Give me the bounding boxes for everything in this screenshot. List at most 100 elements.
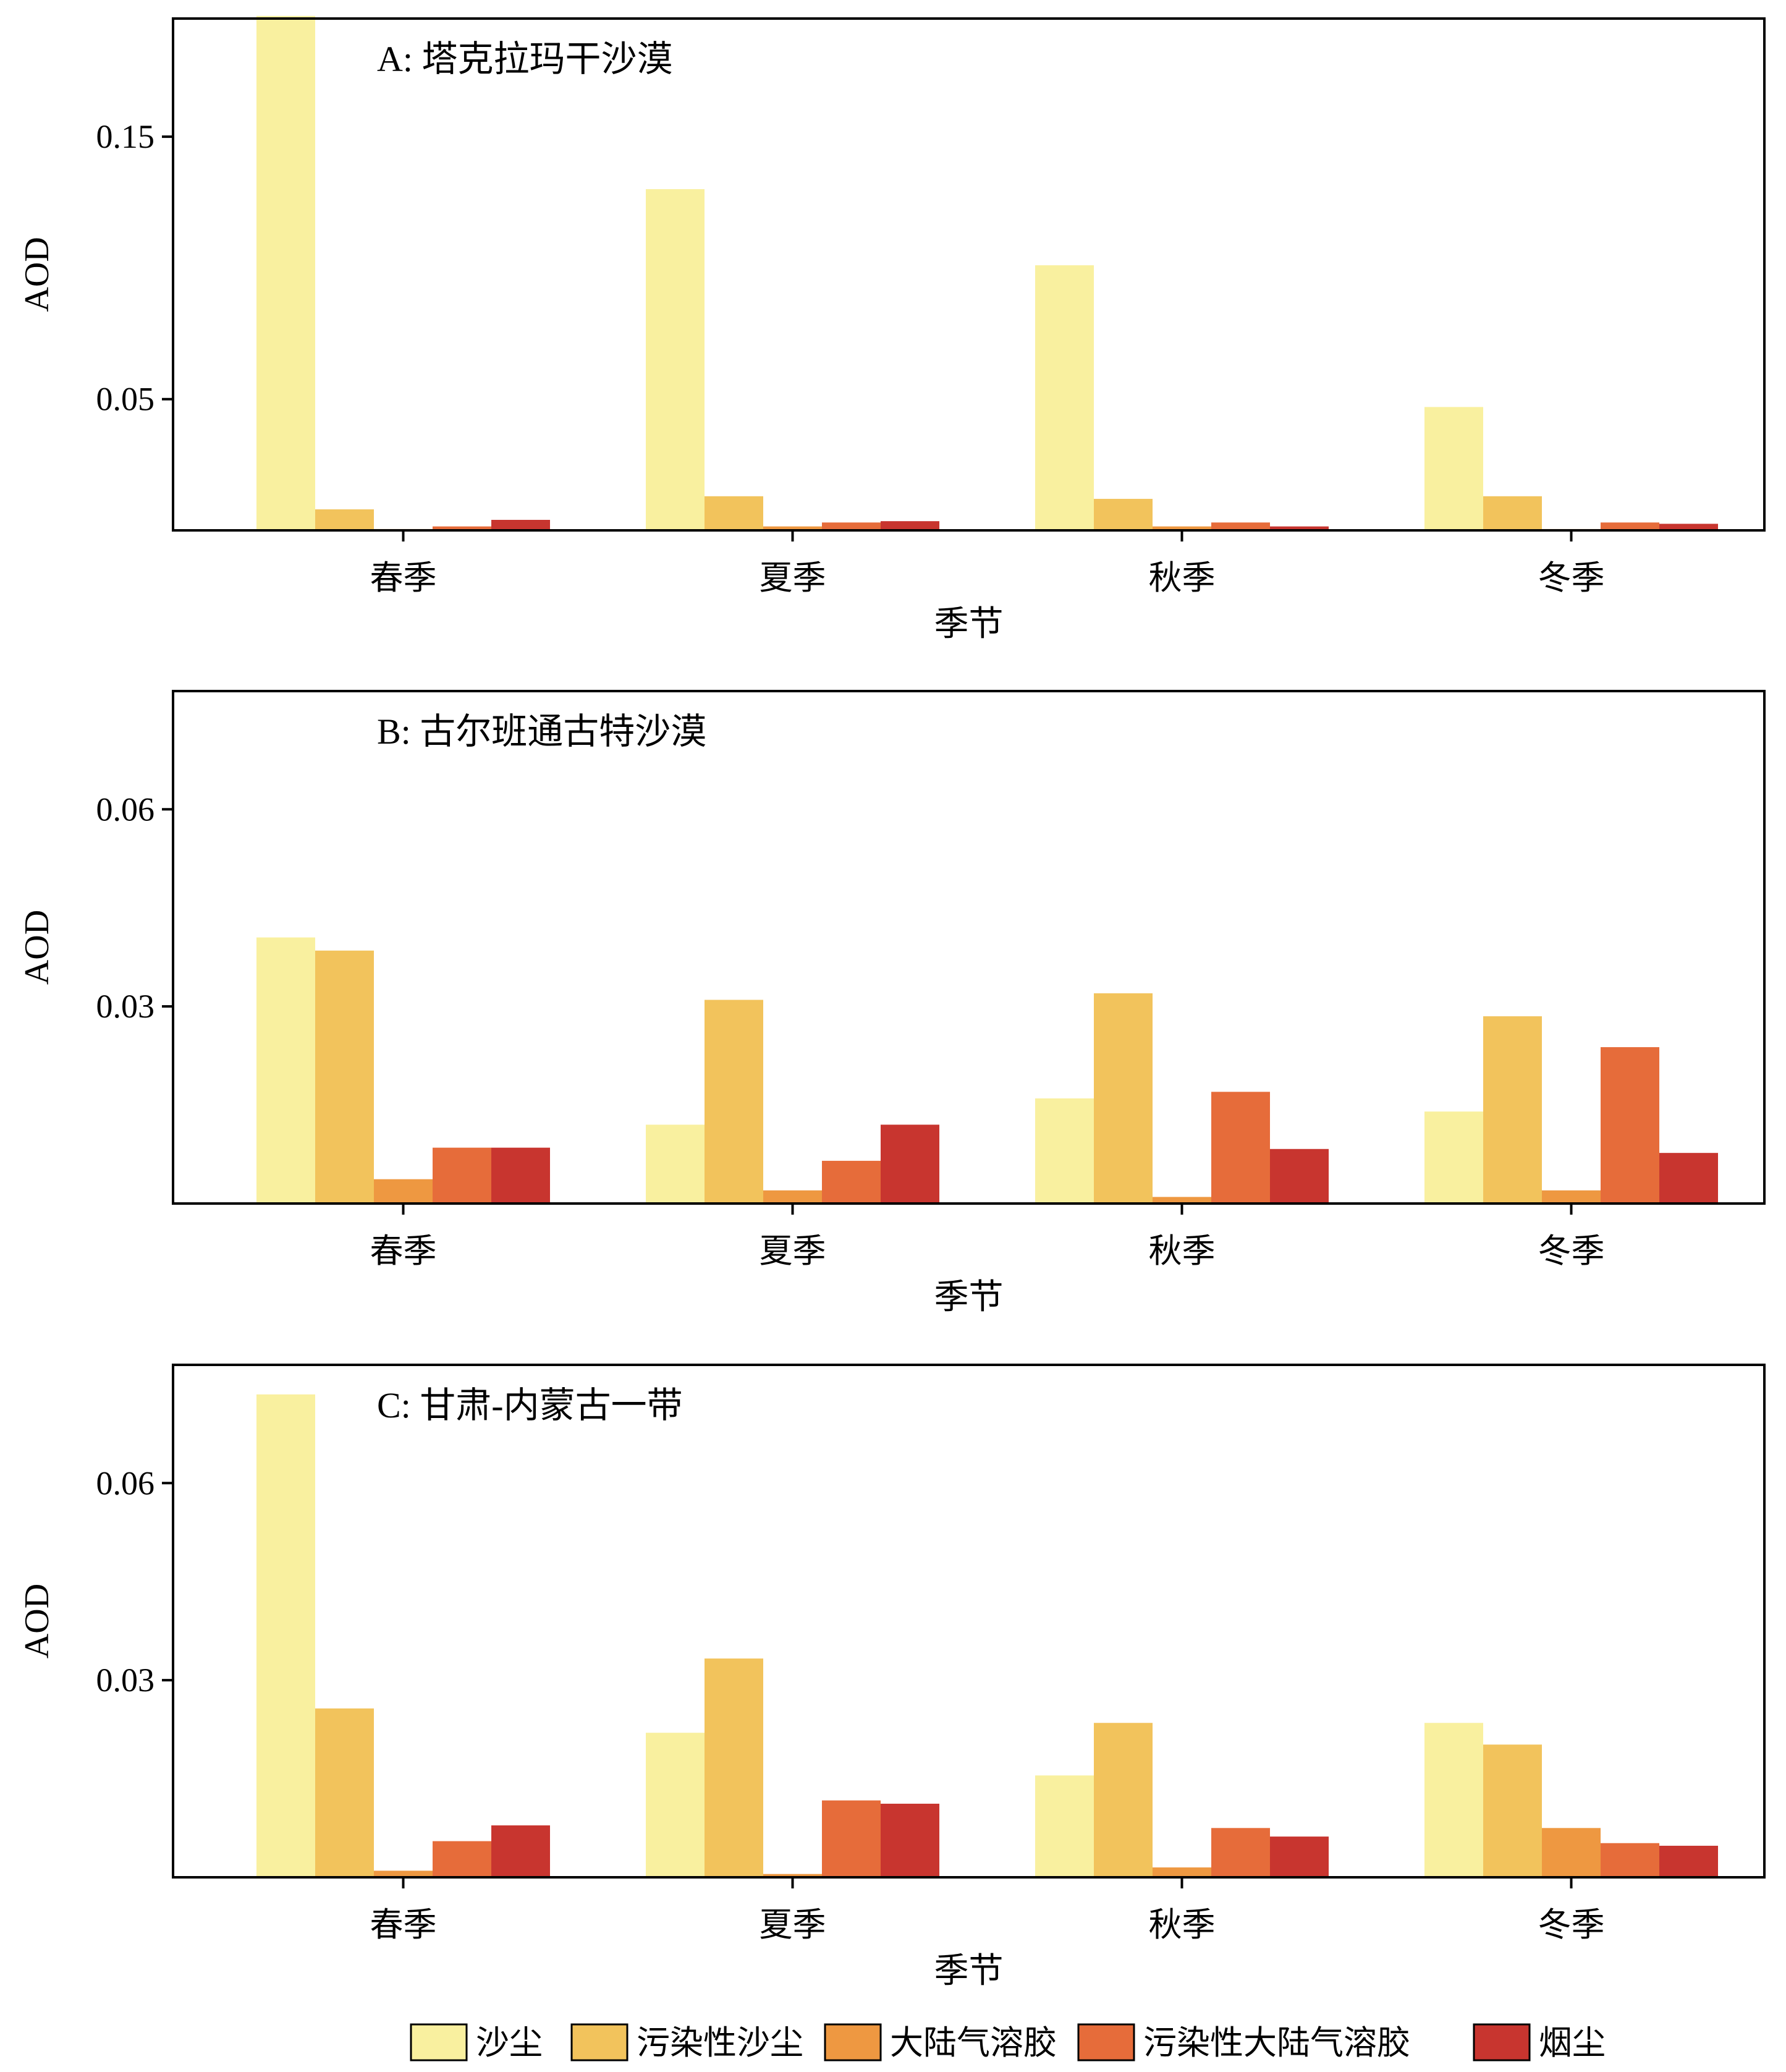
bar-2-污染性沙尘-秋季 xyxy=(1094,993,1153,1204)
bar-1-污染性沙尘-冬季 xyxy=(1483,496,1542,530)
bar-3-污染性沙尘-冬季 xyxy=(1483,1744,1542,1877)
bar-2-污染性沙尘-夏季 xyxy=(705,1000,763,1204)
legend-label: 大陆气溶胶 xyxy=(890,2024,1057,2061)
panel-title: C: 甘肃-内蒙古一带 xyxy=(377,1385,683,1425)
bar-3-污染性大陆气溶胶-春季 xyxy=(433,1841,491,1877)
legend-item: 烟尘 xyxy=(1473,2023,1606,2061)
bar-3-污染性大陆气溶胶-秋季 xyxy=(1211,1828,1270,1877)
legend: 沙尘 污染性沙尘 大陆气溶胶 污染性大陆气溶胶 烟尘 xyxy=(410,2023,1606,2061)
y-tick-label: 0.03 xyxy=(96,988,155,1025)
bar-1-沙尘-秋季 xyxy=(1035,265,1094,530)
bar-3-大陆气溶胶-春季 xyxy=(374,1870,433,1877)
legend-swatch xyxy=(1473,2023,1531,2061)
bar-1-污染性大陆气溶胶-夏季 xyxy=(822,522,881,530)
x-tick-label: 冬季 xyxy=(1538,559,1605,597)
bar-1-污染性沙尘-夏季 xyxy=(705,496,763,530)
bar-1-大陆气溶胶-夏季 xyxy=(763,526,822,530)
bar-3-沙尘-夏季 xyxy=(646,1733,705,1877)
x-tick-label: 秋季 xyxy=(1149,559,1216,597)
bar-2-污染性大陆气溶胶-冬季 xyxy=(1601,1047,1659,1204)
bar-3-大陆气溶胶-夏季 xyxy=(763,1874,822,1877)
bar-1-污染性大陆气溶胶-秋季 xyxy=(1211,522,1270,530)
legend-label: 污染性沙尘 xyxy=(637,2024,803,2061)
y-tick-label: 0.05 xyxy=(96,381,155,418)
bar-1-烟尘-夏季 xyxy=(881,521,939,530)
bar-3-沙尘-秋季 xyxy=(1035,1775,1094,1877)
x-axis-label: 季节 xyxy=(934,605,1004,643)
bar-3-污染性大陆气溶胶-冬季 xyxy=(1601,1843,1659,1877)
bar-1-沙尘-春季 xyxy=(256,15,315,530)
x-tick-label: 冬季 xyxy=(1538,1233,1605,1270)
legend-item: 污染性沙尘 xyxy=(570,2023,803,2061)
legend-swatch xyxy=(1077,2023,1135,2061)
bar-2-污染性大陆气溶胶-夏季 xyxy=(822,1160,881,1204)
x-tick-label: 秋季 xyxy=(1149,1233,1216,1270)
bar-3-烟尘-春季 xyxy=(491,1825,550,1877)
bar-1-烟尘-春季 xyxy=(491,520,550,530)
legend-item: 沙尘 xyxy=(410,2023,543,2061)
bar-3-大陆气溶胶-秋季 xyxy=(1153,1867,1211,1877)
bar-2-大陆气溶胶-秋季 xyxy=(1153,1197,1211,1204)
bar-1-沙尘-冬季 xyxy=(1424,407,1483,530)
bar-2-沙尘-夏季 xyxy=(646,1124,705,1204)
bar-1-污染性沙尘-秋季 xyxy=(1094,499,1153,530)
legend-label: 烟尘 xyxy=(1539,2024,1606,2061)
x-axis-label: 季节 xyxy=(934,1952,1004,1990)
x-tick-label: 夏季 xyxy=(760,1906,826,1943)
x-tick-label: 夏季 xyxy=(760,559,826,597)
bar-1-大陆气溶胶-秋季 xyxy=(1153,526,1211,530)
legend-swatch xyxy=(570,2023,628,2061)
bar-3-污染性大陆气溶胶-夏季 xyxy=(822,1800,881,1877)
bar-2-烟尘-春季 xyxy=(491,1147,550,1204)
bar-2-污染性大陆气溶胶-春季 xyxy=(433,1147,491,1204)
y-tick-label: 0.03 xyxy=(96,1662,155,1699)
bar-2-烟尘-冬季 xyxy=(1659,1153,1718,1204)
bar-3-污染性沙尘-春季 xyxy=(315,1708,374,1877)
y-tick-label: 0.06 xyxy=(96,791,155,828)
bar-2-沙尘-冬季 xyxy=(1424,1111,1483,1204)
bar-3-烟尘-秋季 xyxy=(1270,1836,1329,1877)
x-tick-label: 夏季 xyxy=(760,1233,826,1270)
legend-label: 沙尘 xyxy=(476,2024,543,2061)
bar-2-大陆气溶胶-夏季 xyxy=(763,1190,822,1204)
bar-1-污染性大陆气溶胶-冬季 xyxy=(1601,522,1659,530)
bar-2-大陆气溶胶-春季 xyxy=(374,1179,433,1204)
bar-2-沙尘-春季 xyxy=(256,937,315,1204)
bar-2-沙尘-秋季 xyxy=(1035,1098,1094,1204)
bar-1-沙尘-夏季 xyxy=(646,189,705,530)
legend-swatch xyxy=(410,2023,468,2061)
bar-3-污染性沙尘-夏季 xyxy=(705,1658,763,1877)
bar-3-沙尘-春季 xyxy=(256,1394,315,1877)
bar-3-沙尘-冬季 xyxy=(1424,1723,1483,1877)
x-tick-label: 冬季 xyxy=(1538,1906,1605,1943)
legend-item: 大陆气溶胶 xyxy=(824,2023,1057,2061)
panel-title: A: 塔克拉玛干沙漠 xyxy=(377,39,673,79)
bar-2-大陆气溶胶-冬季 xyxy=(1542,1190,1601,1204)
bar-3-烟尘-夏季 xyxy=(881,1803,939,1877)
bar-1-污染性大陆气溶胶-春季 xyxy=(433,526,491,530)
x-tick-label: 春季 xyxy=(370,559,437,597)
plot-frame xyxy=(172,690,1766,1205)
legend-label: 污染性大陆气溶胶 xyxy=(1143,2024,1410,2061)
x-tick-label: 秋季 xyxy=(1149,1906,1216,1943)
bar-1-烟尘-冬季 xyxy=(1659,524,1718,530)
plot-frame xyxy=(172,1364,1766,1879)
y-axis-label: AOD xyxy=(18,1584,56,1658)
x-tick-label: 春季 xyxy=(370,1233,437,1270)
x-tick-label: 春季 xyxy=(370,1906,437,1943)
bar-2-污染性大陆气溶胶-秋季 xyxy=(1211,1092,1270,1204)
bar-2-污染性沙尘-冬季 xyxy=(1483,1016,1542,1204)
legend-swatch xyxy=(824,2023,882,2061)
bar-2-烟尘-秋季 xyxy=(1270,1149,1329,1204)
y-tick-label: 0.06 xyxy=(96,1464,155,1501)
plot-frame xyxy=(172,17,1766,532)
legend-item: 污染性大陆气溶胶 xyxy=(1077,2023,1410,2061)
y-axis-label: AOD xyxy=(18,237,56,312)
bar-2-污染性沙尘-春季 xyxy=(315,950,374,1204)
bar-3-烟尘-冬季 xyxy=(1659,1845,1718,1877)
